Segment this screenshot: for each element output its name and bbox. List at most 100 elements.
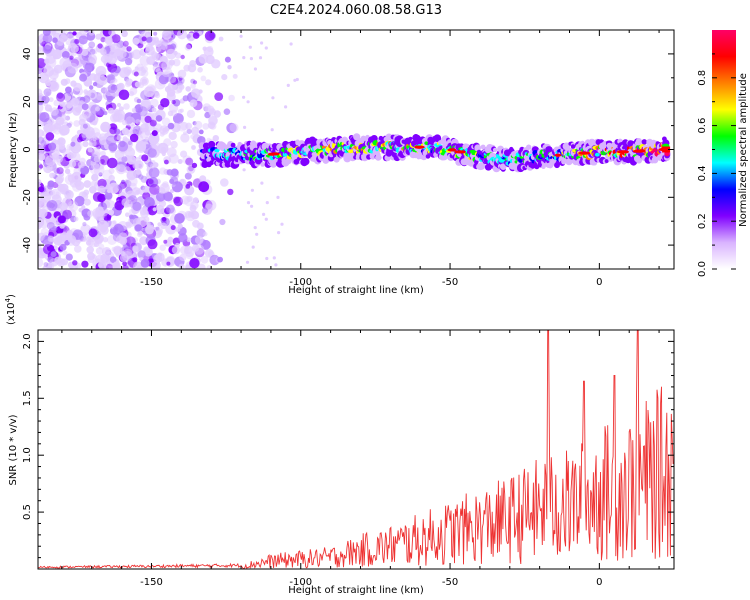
noise-speck bbox=[58, 171, 65, 177]
band-halo bbox=[641, 139, 647, 145]
noise-speck bbox=[274, 263, 278, 267]
noise-speck bbox=[38, 154, 41, 159]
noise-speck bbox=[178, 233, 188, 243]
noise-speck bbox=[182, 95, 189, 102]
noise-speck bbox=[223, 108, 231, 115]
noise-speck bbox=[41, 95, 50, 104]
noise-speck bbox=[97, 178, 107, 189]
y-tick-label: 0 bbox=[22, 146, 33, 152]
noise-speck bbox=[205, 199, 217, 211]
noise-speck bbox=[173, 50, 178, 56]
noise-speck bbox=[239, 34, 243, 38]
y-tick-label: 20 bbox=[22, 95, 33, 108]
noise-speck bbox=[43, 262, 49, 267]
band-halo bbox=[230, 142, 236, 148]
noise-speck bbox=[255, 232, 259, 236]
noise-speck bbox=[69, 55, 74, 60]
noise-speck bbox=[276, 195, 280, 199]
noise-speck bbox=[97, 75, 108, 86]
noise-speck bbox=[135, 169, 142, 175]
noise-speck bbox=[155, 68, 162, 74]
noise-speck bbox=[53, 237, 62, 246]
noise-speck bbox=[64, 189, 74, 200]
noise-speck bbox=[271, 96, 275, 100]
noise-speck bbox=[126, 170, 137, 180]
noise-speck bbox=[38, 136, 45, 144]
noise-speck bbox=[43, 125, 49, 131]
noise-speck bbox=[212, 135, 219, 142]
noise-speck bbox=[110, 68, 120, 77]
noise-speck bbox=[184, 44, 192, 51]
noise-speck bbox=[228, 94, 235, 102]
noise-speck bbox=[195, 95, 199, 99]
noise-speck bbox=[186, 196, 193, 203]
noise-speck bbox=[176, 87, 183, 93]
noise-speck bbox=[124, 116, 136, 127]
band-hotspot bbox=[578, 151, 591, 155]
noise-speck bbox=[59, 120, 64, 124]
noise-speck bbox=[148, 133, 160, 145]
noise-speck bbox=[194, 235, 204, 245]
colorbar-tick-label: 0.0 bbox=[697, 261, 708, 277]
band-hotspot bbox=[414, 145, 425, 149]
band-hotspot bbox=[454, 150, 467, 154]
noise-speck bbox=[93, 155, 101, 163]
noise-speck bbox=[49, 124, 56, 132]
noise-speck bbox=[232, 73, 238, 79]
noise-speck bbox=[132, 246, 139, 253]
noise-speck bbox=[132, 162, 140, 170]
colorbar-label: Normalized spectral amplitude bbox=[738, 73, 749, 227]
noise-speck bbox=[156, 46, 162, 53]
band-halo bbox=[209, 160, 215, 166]
noise-speck bbox=[249, 57, 253, 61]
band-halo bbox=[604, 159, 609, 163]
noise-speck bbox=[141, 154, 149, 162]
band-halo bbox=[224, 161, 231, 168]
band-halo bbox=[492, 147, 498, 153]
noise-speck bbox=[95, 33, 102, 40]
band-halo bbox=[425, 154, 431, 159]
noise-speck bbox=[163, 30, 169, 36]
noise-speck bbox=[149, 98, 159, 108]
noise-speck bbox=[158, 187, 166, 194]
noise-speck bbox=[189, 258, 200, 269]
noise-speck bbox=[142, 186, 150, 194]
noise-speck bbox=[112, 261, 121, 269]
spectrogram-signal-band bbox=[198, 133, 671, 173]
noise-speck bbox=[46, 165, 51, 171]
noise-speck bbox=[175, 76, 185, 86]
noise-speck bbox=[39, 112, 50, 123]
noise-speck bbox=[141, 78, 148, 85]
noise-speck bbox=[60, 235, 65, 240]
noise-speck bbox=[59, 34, 68, 43]
noise-speck bbox=[47, 183, 54, 190]
noise-speck bbox=[69, 160, 77, 168]
y-tick-label: 0.5 bbox=[22, 504, 33, 520]
noise-speck bbox=[148, 167, 160, 179]
noise-speck bbox=[166, 261, 171, 266]
noise-speck bbox=[67, 62, 79, 74]
noise-speck bbox=[108, 168, 115, 174]
noise-speck bbox=[67, 172, 72, 177]
noise-speck bbox=[177, 69, 187, 79]
noise-speck bbox=[64, 168, 71, 174]
noise-speck bbox=[62, 148, 72, 158]
band-halo bbox=[526, 144, 532, 150]
noise-speck bbox=[109, 256, 117, 264]
noise-speck bbox=[58, 138, 64, 144]
noise-speck bbox=[108, 174, 115, 182]
noise-speck bbox=[84, 62, 95, 73]
noise-speck bbox=[139, 236, 149, 246]
noise-speck bbox=[154, 92, 161, 99]
noise-speck bbox=[70, 141, 76, 147]
noise-speck bbox=[140, 209, 149, 218]
noise-speck bbox=[73, 120, 81, 127]
noise-speck bbox=[56, 221, 61, 226]
noise-speck bbox=[122, 265, 129, 269]
noise-speck bbox=[277, 231, 281, 235]
noise-speck bbox=[136, 98, 142, 104]
noise-speck bbox=[246, 201, 251, 205]
noise-speck bbox=[198, 54, 209, 64]
noise-speck bbox=[48, 97, 54, 103]
